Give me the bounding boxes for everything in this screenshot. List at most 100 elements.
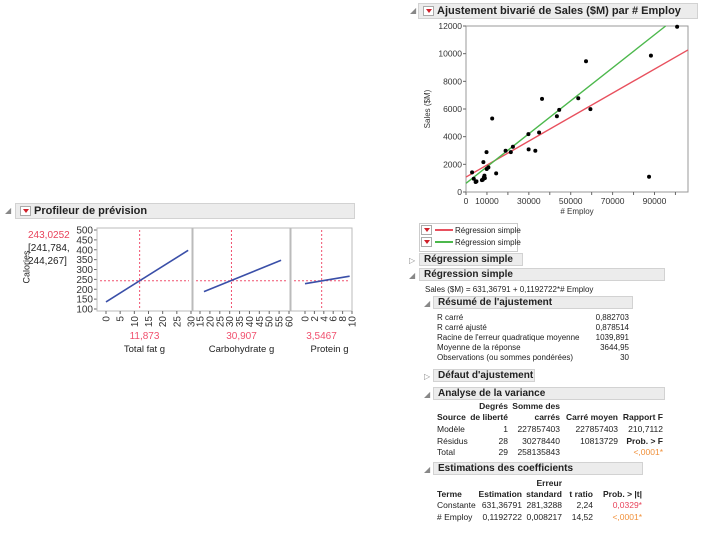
- predicted-value[interactable]: 243,0252: [28, 230, 70, 241]
- table-cell: standard: [526, 489, 562, 499]
- disclosure-triangle-icon[interactable]: ◢: [410, 6, 417, 15]
- x-tick-label: 35: [235, 316, 246, 328]
- summary-value: 30: [620, 353, 629, 362]
- anova-header[interactable]: Analyse de la variance: [433, 387, 665, 400]
- table-cell: <,0001*: [612, 511, 642, 522]
- y-tick-label: 10000: [438, 49, 462, 59]
- x-tick-label: 10: [130, 316, 141, 328]
- red-triangle-menu-icon[interactable]: [20, 206, 31, 216]
- collapsed-regression-header[interactable]: Régression simple: [419, 253, 523, 266]
- disclosure-triangle-icon[interactable]: ◢: [424, 465, 431, 474]
- table-cell: 281,3288: [526, 500, 562, 510]
- table-cell: Constante: [437, 500, 476, 510]
- factor-value: 30,907: [226, 331, 257, 342]
- data-point: [557, 107, 562, 112]
- x-tick-label: 25: [215, 316, 226, 328]
- y-tick-label: 100: [76, 305, 93, 316]
- data-point: [471, 176, 476, 181]
- factor-value: 11,873: [130, 331, 160, 342]
- red-triangle-menu-icon[interactable]: [421, 225, 432, 235]
- prediction-trace: [203, 259, 282, 293]
- summary-label: R carré: [437, 313, 464, 322]
- prediction-trace: [304, 275, 350, 285]
- table-cell: Carré moyen: [566, 412, 618, 422]
- data-point: [473, 180, 478, 185]
- profiler-panel: [192, 227, 291, 312]
- disclosure-triangle-icon[interactable]: ◢: [424, 299, 431, 308]
- y-tick-label: 450: [76, 235, 93, 246]
- y-tick-label: 4000: [443, 132, 462, 142]
- table-cell: 2,24: [576, 500, 593, 510]
- summary-label: Racine de l'erreur quadratique moyenne: [437, 333, 580, 342]
- red-triangle-menu-icon[interactable]: [423, 6, 434, 16]
- summary-header[interactable]: Résumé de l'ajustement: [433, 296, 633, 309]
- factor-name: Carbohydrate g: [209, 344, 274, 355]
- x-tick-label: 50000: [559, 196, 583, 206]
- factor-value: 3,5467: [306, 331, 337, 342]
- table-cell: carrés: [534, 412, 560, 422]
- disclosure-triangle-icon[interactable]: ◢: [5, 206, 12, 215]
- estimates-header[interactable]: Estimations des coefficients: [433, 462, 643, 475]
- summary-value: 3644,95: [600, 343, 629, 352]
- legend-swatch: [435, 229, 453, 231]
- red-triangle-menu-icon[interactable]: [421, 237, 432, 247]
- regression-header[interactable]: Régression simple: [419, 268, 665, 281]
- summary-label: Moyenne de la réponse: [437, 343, 521, 352]
- x-tick-label: 90000: [643, 196, 667, 206]
- y-tick-label: 400: [76, 245, 93, 256]
- data-point: [470, 170, 475, 175]
- profiler-header: Profileur de prévision: [15, 203, 355, 219]
- legend-label: Régression simple: [455, 237, 521, 247]
- data-point: [526, 132, 531, 137]
- table-cell: 227857403: [517, 424, 560, 434]
- y-axis-label: Sales ($M): [423, 89, 432, 128]
- summary-value: 0,882703: [595, 313, 629, 322]
- x-tick-label: 6: [329, 316, 340, 322]
- summary-value: 1039,891: [595, 333, 629, 342]
- regression-line: [465, 25, 667, 184]
- disclosure-triangle-icon[interactable]: ◢: [424, 390, 431, 399]
- x-tick-label: 5: [116, 316, 127, 322]
- table-cell: Modèle: [437, 424, 465, 434]
- legend-item[interactable]: Régression simple: [421, 237, 521, 247]
- y-tick-label: 8000: [443, 76, 462, 86]
- y-tick-label: 350: [76, 255, 93, 266]
- table-cell: de liberté: [470, 412, 508, 422]
- data-point: [537, 130, 542, 135]
- table-cell: <,0001*: [633, 447, 663, 457]
- table-cell: Estimation: [478, 489, 522, 499]
- x-tick-label: 15: [144, 316, 155, 328]
- summary-value: 0,878514: [595, 323, 629, 332]
- legend-swatch: [435, 241, 453, 243]
- table-cell: 0,0329*: [612, 500, 642, 510]
- y-tick-label: 2000: [443, 159, 462, 169]
- data-point: [479, 178, 484, 183]
- table-cell: 1: [503, 424, 508, 434]
- table-cell: Somme des: [512, 401, 560, 411]
- x-tick-label: 20: [205, 316, 216, 328]
- data-point: [484, 150, 489, 155]
- table-cell: 258135843: [517, 447, 560, 457]
- data-point: [554, 114, 559, 119]
- data-point: [481, 160, 486, 165]
- x-axis-label: # Employ: [560, 207, 593, 216]
- fit-legend: [419, 223, 518, 252]
- factor-name: Protein g: [310, 344, 348, 355]
- legend-item[interactable]: Régression simple: [421, 225, 521, 235]
- data-point: [588, 107, 593, 112]
- expand-triangle-icon[interactable]: ▷: [409, 256, 416, 265]
- table-cell: 29: [498, 447, 508, 457]
- prediction-trace: [105, 249, 189, 303]
- bivariate-scatter-plot[interactable]: 0 2000 4000 6000 8000 10000 12000 0 10000 30000 50…: [405, 20, 705, 225]
- table-cell: Prob. > |t|: [603, 489, 642, 499]
- x-tick-label: 0: [464, 196, 469, 206]
- x-tick-label: 30000: [517, 196, 541, 206]
- disclosure-triangle-icon[interactable]: ◢: [409, 271, 416, 280]
- chart-title: Ajustement bivarié de Sales ($M) par # E…: [437, 5, 681, 17]
- lack-of-fit-header[interactable]: Défaut d'ajustement: [433, 369, 535, 382]
- data-point: [576, 96, 581, 101]
- data-point: [675, 24, 680, 29]
- expand-triangle-icon[interactable]: ▷: [424, 372, 431, 381]
- y-tick-label: 150: [76, 295, 93, 306]
